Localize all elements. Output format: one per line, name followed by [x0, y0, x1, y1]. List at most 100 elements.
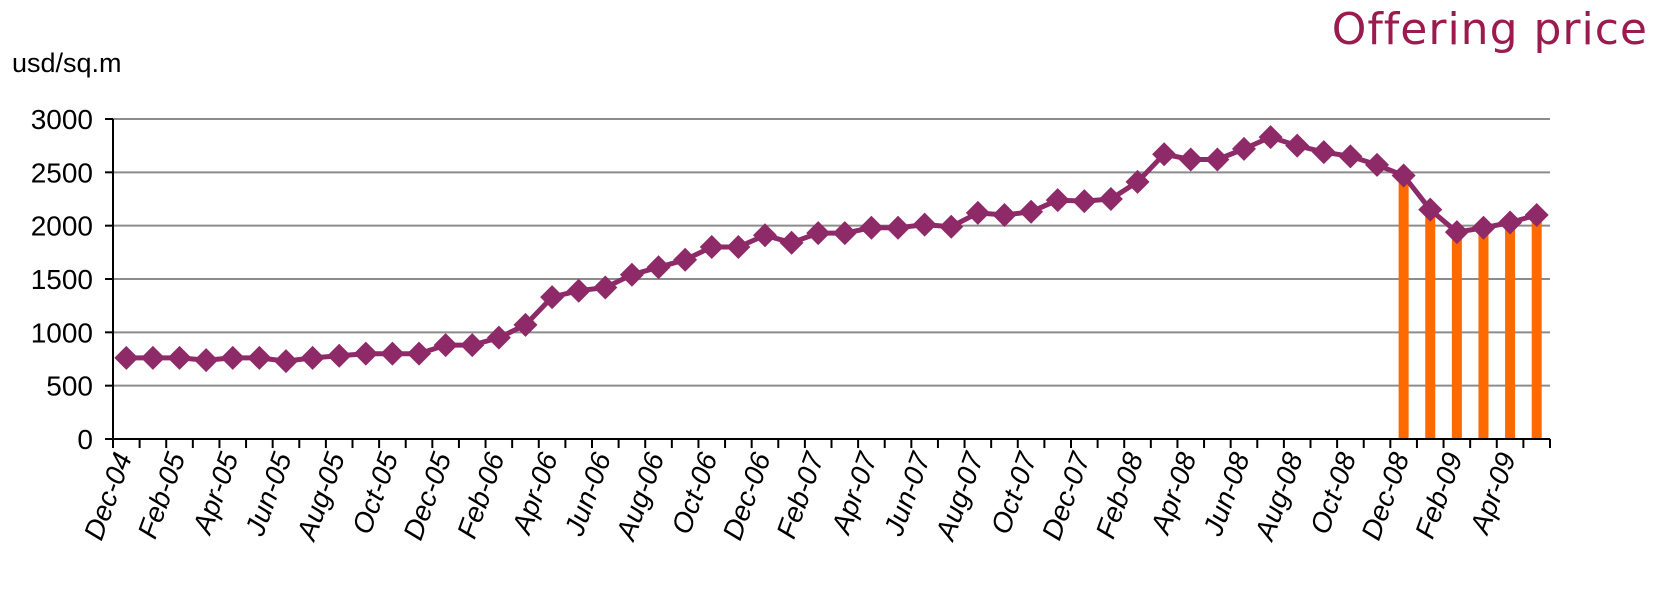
y-tick-label: 500	[46, 371, 93, 402]
data-point	[726, 235, 751, 259]
y-axis-unit-label: usd/sq.m	[12, 48, 122, 78]
y-tick-label: 1500	[31, 264, 93, 295]
data-point	[1152, 142, 1177, 167]
x-tick-label: Oct-06	[666, 448, 724, 538]
y-tick-label: 2500	[31, 157, 93, 188]
data-point	[646, 255, 671, 280]
y-tick-label: 3000	[31, 104, 93, 135]
data-point	[1098, 187, 1123, 211]
data-point	[327, 343, 352, 368]
x-tick-label: Jun-06	[558, 448, 617, 540]
data-point	[194, 348, 219, 373]
data-point	[566, 278, 591, 303]
data-point	[673, 247, 698, 272]
x-tick-label: Jun-07	[878, 447, 937, 540]
data-point	[540, 285, 565, 310]
bar	[1398, 175, 1409, 440]
data-point	[779, 230, 804, 255]
bar	[1505, 222, 1516, 439]
data-point	[886, 215, 911, 240]
data-point	[1338, 144, 1363, 169]
data-point	[433, 333, 458, 358]
data-point	[1418, 197, 1443, 222]
x-tick-label: Apr-09	[1463, 448, 1521, 539]
x-tick-label: Feb-07	[770, 447, 830, 542]
data-point	[353, 341, 378, 366]
x-tick-label: Apr-05	[186, 448, 245, 539]
x-tick-label: Feb-05	[132, 448, 192, 542]
y-tick-labels: 0 500 1000 1500 2000 2500 3000	[31, 104, 93, 455]
axes	[105, 118, 1551, 448]
data-point	[593, 275, 618, 300]
data-point	[460, 333, 485, 358]
bar-series	[1398, 175, 1542, 440]
y-tick-label: 2000	[31, 211, 93, 242]
data-point	[1178, 147, 1203, 172]
x-tick-label: Jun-08	[1197, 448, 1256, 540]
data-point	[486, 325, 511, 350]
data-point	[965, 200, 990, 225]
data-point	[1285, 133, 1310, 158]
x-tick-label: Feb-06	[451, 448, 511, 542]
data-point	[407, 341, 432, 366]
x-tick-label: Dec-06	[717, 448, 777, 544]
data-point	[992, 203, 1017, 227]
x-tick-label: Feb-08	[1090, 448, 1150, 542]
data-point	[1125, 169, 1150, 194]
data-point	[1045, 188, 1070, 213]
bar	[1451, 232, 1462, 439]
x-tick-label: Dec-07	[1036, 447, 1096, 544]
x-tick-label: Dec-08	[1355, 448, 1415, 544]
x-tick-label: Aug-08	[1248, 448, 1309, 546]
x-tick-label: Jun-05	[239, 448, 298, 540]
data-point	[220, 345, 245, 370]
data-point	[1205, 147, 1230, 172]
data-point	[1498, 210, 1523, 235]
data-point	[806, 221, 831, 246]
x-tick-label: Aug-05	[290, 448, 351, 546]
data-point	[699, 235, 724, 259]
data-point	[752, 223, 777, 248]
data-point	[140, 345, 165, 370]
y-tick-label: 1000	[31, 317, 93, 348]
data-point	[1444, 220, 1469, 245]
x-tick-label: Dec-04	[78, 448, 138, 543]
data-point	[912, 212, 937, 237]
data-point	[1072, 189, 1097, 214]
data-point	[1311, 140, 1336, 165]
y-tick-label: 0	[77, 424, 93, 455]
data-point	[1365, 152, 1390, 177]
chart-title: Offering price	[1331, 4, 1648, 55]
data-point	[273, 349, 298, 374]
x-tick-label: Apr-08	[1144, 448, 1203, 539]
bar	[1425, 209, 1436, 439]
x-tick-label: Apr-07	[825, 447, 884, 539]
x-tick-labels: Dec-04Feb-05Apr-05Jun-05Aug-05Oct-05Dec-…	[78, 447, 1522, 546]
line-series	[126, 134, 1538, 364]
gridlines	[113, 118, 1550, 387]
data-point	[859, 215, 884, 240]
x-tick-label: Apr-06	[505, 448, 564, 539]
data-point	[1471, 215, 1496, 240]
data-point	[513, 312, 538, 337]
x-tick-label: Feb-09	[1409, 448, 1468, 542]
data-point	[380, 341, 405, 366]
x-tick-label: Dec-05	[397, 448, 457, 544]
x-tick-label: Aug-07	[929, 447, 990, 546]
x-tick-label: Oct-05	[346, 448, 404, 538]
data-point	[300, 345, 325, 370]
data-point	[1231, 136, 1256, 161]
data-point	[167, 345, 192, 370]
bar	[1531, 215, 1542, 439]
x-tick-label: Oct-08	[1304, 448, 1362, 538]
data-point	[832, 221, 857, 246]
data-point	[619, 262, 644, 287]
data-point	[1391, 163, 1416, 188]
data-point	[114, 345, 139, 370]
x-tick-label: Oct-07	[985, 447, 1043, 538]
series-line	[126, 134, 1538, 364]
data-point	[1019, 199, 1044, 224]
data-point	[1258, 125, 1283, 150]
data-point	[247, 345, 272, 370]
